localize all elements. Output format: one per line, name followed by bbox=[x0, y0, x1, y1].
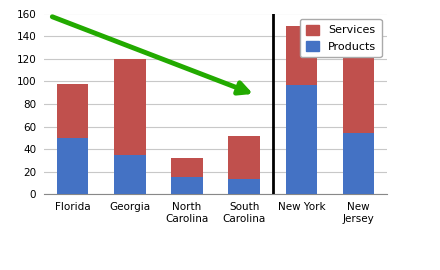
Bar bbox=[57, 138, 88, 194]
Bar bbox=[286, 26, 317, 85]
Bar bbox=[114, 59, 146, 155]
Bar bbox=[286, 85, 317, 194]
Bar bbox=[228, 178, 260, 194]
Bar bbox=[343, 133, 374, 194]
Legend: Services, Products: Services, Products bbox=[300, 19, 381, 57]
Bar bbox=[114, 155, 146, 194]
Bar bbox=[171, 177, 203, 194]
Bar bbox=[228, 136, 260, 178]
Bar bbox=[343, 32, 374, 133]
Bar bbox=[57, 84, 88, 138]
Bar bbox=[171, 158, 203, 177]
